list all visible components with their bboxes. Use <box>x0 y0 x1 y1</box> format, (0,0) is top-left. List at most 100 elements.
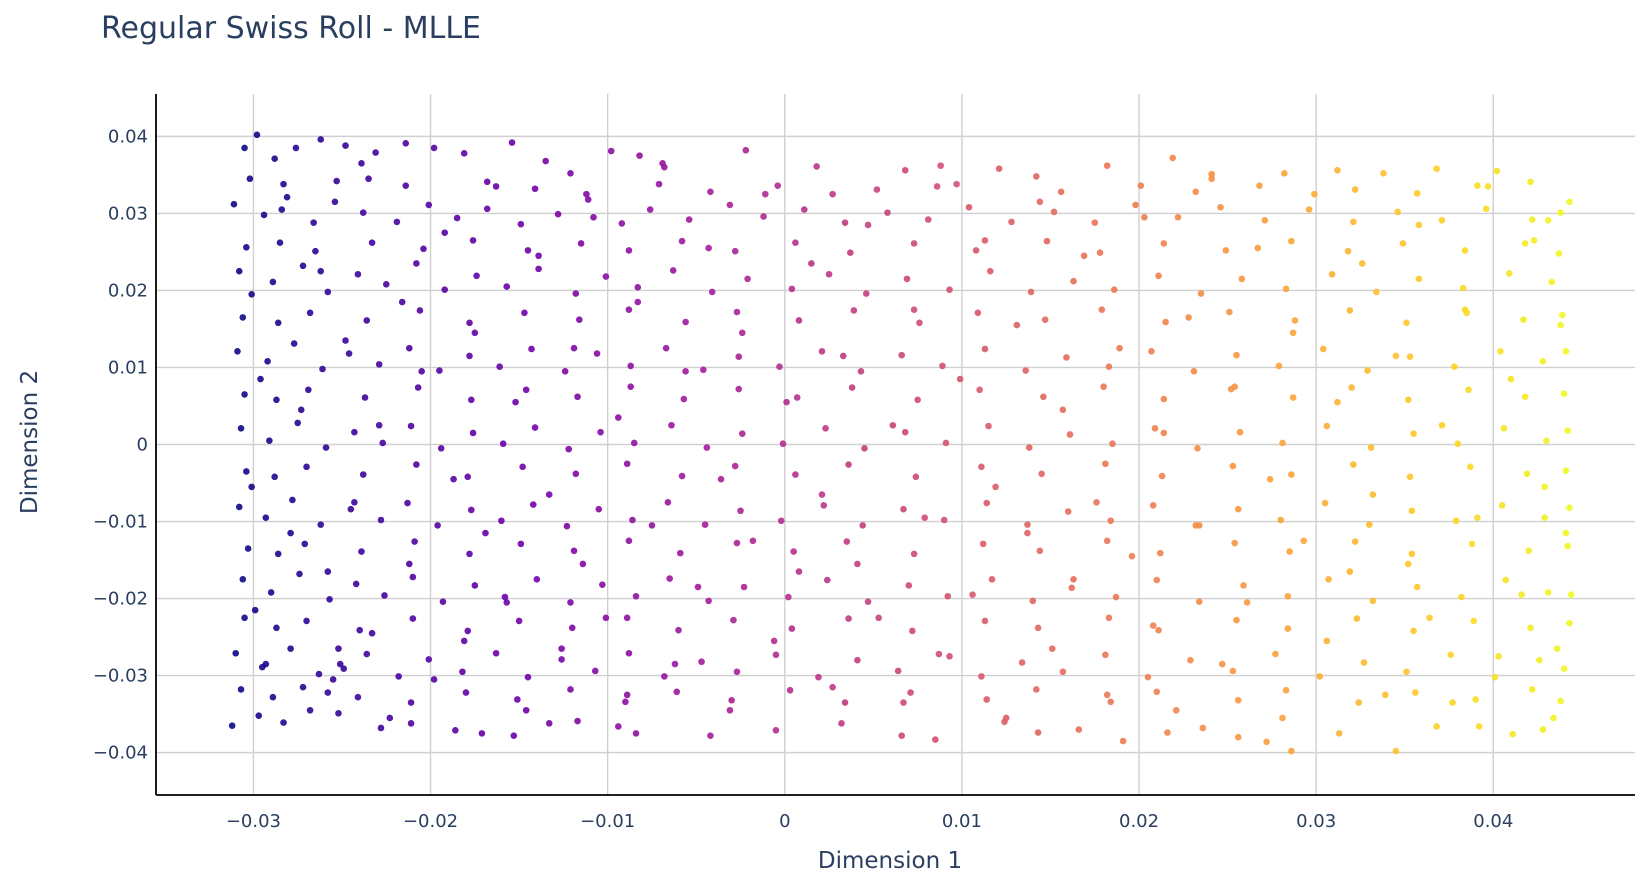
scatter-point <box>666 575 673 582</box>
scatter-point <box>901 428 909 436</box>
x-axis-title: Dimension 1 <box>818 848 962 874</box>
scatter-point <box>1236 428 1244 436</box>
scatter-point <box>1560 665 1568 672</box>
scatter-point <box>365 175 372 183</box>
scatter-point <box>905 582 913 589</box>
scatter-point <box>953 180 960 188</box>
scatter-point <box>237 686 245 693</box>
scatter-point <box>324 288 332 296</box>
scatter-point <box>1518 591 1525 599</box>
scatter-point <box>946 653 953 660</box>
scatter-point <box>464 473 472 481</box>
scatter-point <box>916 319 923 327</box>
scatter-point <box>345 350 353 357</box>
scatter-point <box>529 501 537 508</box>
scatter-point <box>1468 540 1476 548</box>
scatter-point <box>273 624 280 632</box>
scatter-point <box>299 683 307 691</box>
scatter-point <box>266 437 273 444</box>
y-tick-label: −0.03 <box>93 666 148 687</box>
scatter-point <box>462 689 470 696</box>
scatter-point <box>335 710 342 717</box>
scatter-point <box>1002 714 1010 722</box>
x-tick-label: 0 <box>779 811 790 832</box>
scatter-point <box>498 517 505 525</box>
scatter-point <box>531 424 539 431</box>
scatter-point <box>795 317 803 324</box>
scatter-point <box>517 540 525 548</box>
scatter-point <box>841 219 849 226</box>
scatter-point <box>1185 314 1192 321</box>
scatter-point <box>632 592 640 600</box>
scatter-point <box>430 676 438 683</box>
scatter-point <box>296 570 303 578</box>
scatter-point <box>363 650 371 658</box>
scatter-point <box>685 216 693 223</box>
scatter-point <box>793 394 801 401</box>
scatter-point <box>377 724 385 732</box>
scatter-point <box>622 698 629 706</box>
scatter-point <box>1557 697 1564 705</box>
scatter-point <box>1350 461 1357 468</box>
scatter-point <box>280 180 287 188</box>
scatter-point <box>1300 537 1308 545</box>
scatter-point <box>251 606 259 614</box>
scatter-point <box>235 267 243 275</box>
scatter-point <box>845 461 852 468</box>
scatter-point <box>404 499 411 507</box>
scatter-point <box>1280 170 1288 177</box>
scatter-point <box>570 547 578 555</box>
scatter-point <box>1243 599 1251 606</box>
scatter-point <box>241 144 248 152</box>
scatter-point <box>974 309 982 317</box>
scatter-point <box>1275 362 1283 370</box>
scatter-point <box>230 200 238 208</box>
x-tick-label: 0.04 <box>1473 811 1513 832</box>
scatter-point <box>1141 213 1148 221</box>
scatter-point <box>1323 422 1331 430</box>
scatter-point <box>459 668 466 676</box>
scatter-point <box>1288 237 1295 245</box>
scatter-point <box>629 516 636 524</box>
scatter-point <box>1272 650 1279 658</box>
scatter-point <box>735 385 743 393</box>
scatter-point <box>522 386 530 394</box>
scatter-point <box>1059 668 1067 676</box>
data-points <box>228 131 1575 755</box>
scatter-point <box>701 521 709 528</box>
scatter-point <box>572 290 580 297</box>
scatter-point <box>1048 645 1056 652</box>
scatter-point <box>1404 560 1412 568</box>
scatter-point <box>269 693 277 701</box>
scatter-point <box>1263 738 1270 746</box>
scatter-point <box>372 149 379 156</box>
scatter-point <box>841 699 849 706</box>
scatter-point <box>1433 723 1440 730</box>
scatter-point <box>503 599 511 606</box>
scatter-point <box>1034 624 1042 632</box>
scatter-point <box>591 667 599 675</box>
scatter-point <box>854 656 861 664</box>
scatter-point <box>466 352 473 360</box>
scatter-point <box>1033 686 1040 693</box>
scatter-point <box>299 262 307 270</box>
scatter-point <box>1068 584 1076 592</box>
scatter-point <box>1449 699 1456 706</box>
scatter-point <box>1321 499 1329 507</box>
scatter-point <box>305 386 312 394</box>
scatter-point <box>824 576 831 584</box>
scatter-point <box>1334 166 1341 174</box>
scatter-point <box>1234 505 1242 513</box>
y-tick-label: 0.01 <box>108 357 148 378</box>
scatter-point <box>1543 437 1550 444</box>
scatter-point <box>241 391 248 398</box>
scatter-point <box>377 516 385 524</box>
scatter-point <box>1438 421 1446 429</box>
scatter-point <box>359 209 367 216</box>
scatter-point <box>981 617 989 625</box>
scatter-point <box>790 548 797 555</box>
scatter-point <box>297 406 305 414</box>
scatter-point <box>439 598 447 605</box>
scatter-point <box>1346 307 1354 314</box>
scatter-point <box>1199 724 1207 732</box>
